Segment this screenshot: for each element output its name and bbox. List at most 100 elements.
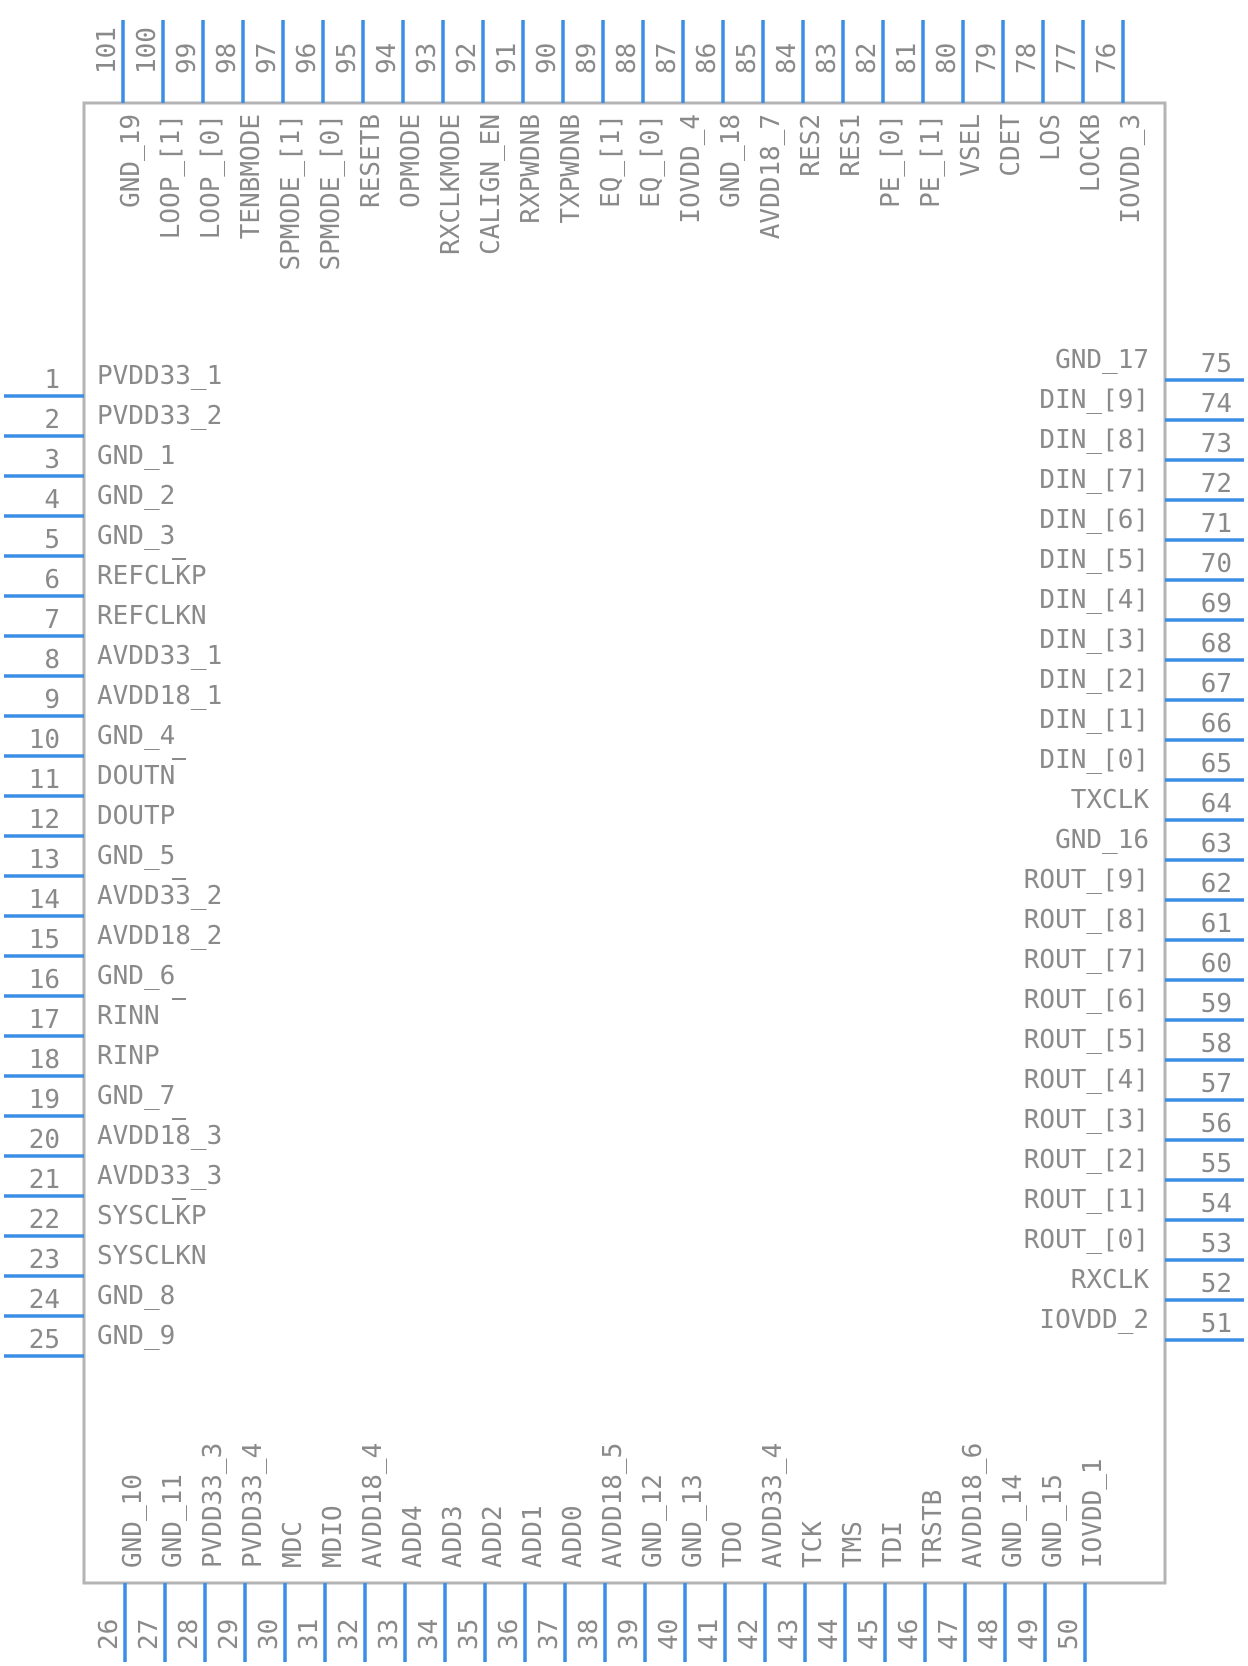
right-pin-group: 51 IOVDD_2 52 RXCLK 53 ROUT_[0] 54 ROUT_[1] 55 RO… <box>1024 345 1244 1342</box>
pin-label-din-1: DIN_[1] <box>1039 705 1149 735</box>
pin-label-avdd18-7: AVDD18_7 <box>756 114 786 239</box>
pin-label-gnd-17: GND_17 <box>1055 345 1149 375</box>
pin-13: 13 GND_5 <box>4 841 175 878</box>
pin-label-rout-6: ROUT_[6] <box>1024 985 1149 1015</box>
pin-label-tdi: TDI <box>878 1521 908 1568</box>
pin-number: 19 <box>29 1085 60 1115</box>
pin-label-tdo: TDO <box>718 1521 748 1568</box>
pin-number: 46 <box>894 1619 924 1650</box>
pin-number: 39 <box>614 1619 644 1650</box>
pin-18: 18 RINP <box>4 1041 160 1078</box>
pin-number: 62 <box>1201 869 1232 899</box>
pin-59: 59 ROUT_[6] <box>1024 985 1244 1022</box>
pin-89: 89 EQ_[1] <box>572 20 626 208</box>
pin-label-tenbmode: TENBMODE <box>236 114 266 239</box>
pin-81: 81 PE_[1] <box>892 20 946 208</box>
pin-number: 78 <box>1012 43 1042 74</box>
pin-number: 101 <box>92 27 122 74</box>
pin-label-add3: ADD3 <box>438 1505 468 1568</box>
pin-label-pvdd33-2: PVDD33_2 <box>97 401 222 431</box>
pin-label-din-2: DIN_[2] <box>1039 665 1149 695</box>
pin-number: 30 <box>254 1619 284 1650</box>
pin-number: 10 <box>29 725 60 755</box>
pin-27: 27 GND_11 <box>134 1474 188 1662</box>
pin-label-mdio: MDIO <box>318 1505 348 1568</box>
pin-label-loop-1: LOOP_[1] <box>156 114 186 239</box>
pin-38: 38 AVDD18_5 <box>574 1443 628 1662</box>
pin-number: 54 <box>1201 1189 1232 1219</box>
pin-label-lockb: LOCKB <box>1076 114 1106 192</box>
pin-label-add4: ADD4 <box>398 1505 428 1568</box>
pin-number: 38 <box>574 1619 604 1650</box>
pin-number: 86 <box>692 43 722 74</box>
pin-label-iovdd-2: IOVDD_2 <box>1039 1305 1149 1335</box>
pin-42: 42 AVDD33_4 <box>734 1443 788 1662</box>
pin-53: 53 ROUT_[0] <box>1024 1225 1244 1262</box>
pin-number: 74 <box>1201 389 1232 419</box>
pin-label-gnd-9: GND_9 <box>97 1321 175 1351</box>
pin-label-rinn: RINN <box>97 1001 160 1031</box>
pin-number: 87 <box>652 43 682 74</box>
pin-label-res1: RES1 <box>836 114 866 177</box>
pin-90: 90 TXPWDNB <box>532 20 586 224</box>
pin-number: 83 <box>812 43 842 74</box>
pin-number: 88 <box>612 43 642 74</box>
pin-number: 22 <box>29 1205 60 1235</box>
pin-label-rout-7: ROUT_[7] <box>1024 945 1149 975</box>
pin-label-gnd-14: GND_14 <box>998 1474 1028 1568</box>
pin-57: 57 ROUT_[4] <box>1024 1065 1244 1102</box>
pin-93: 93 RXCLKMODE <box>412 20 466 255</box>
pin-label-iovdd-3: IOVDD_3 <box>1116 114 1146 224</box>
pin-label-gnd-13: GND_13 <box>678 1474 708 1568</box>
left-pin-group: 1 PVDD33_1 2 PVDD33_2 3 GND_1 4 GND_2 5 GND_3 6 REF… <box>4 361 222 1358</box>
pin-label-pvdd33-3: PVDD33_3 <box>198 1443 228 1568</box>
pin-62: 62 ROUT_[9] <box>1024 865 1244 902</box>
pin-label-opmode: OPMODE <box>396 114 426 208</box>
pin-29: 29 PVDD33_4 <box>214 1443 268 1662</box>
pin-label-txclk: TXCLK <box>1071 785 1150 815</box>
pin-label-loop-0: LOOP_[0] <box>196 114 226 239</box>
pin-label-refclkp: REFCLKP <box>97 561 207 591</box>
pin-number: 40 <box>654 1619 684 1650</box>
pin-number: 80 <box>932 43 962 74</box>
pin-label-tck: TCK <box>798 1521 828 1568</box>
pin-label-add2: ADD2 <box>478 1505 508 1568</box>
pin-37: 37 ADD0 <box>534 1505 588 1662</box>
pin-17: 17 RINN <box>4 998 186 1038</box>
pin-label-avdd18-1: AVDD18_1 <box>97 681 222 711</box>
pin-number: 8 <box>44 645 60 675</box>
pin-number: 17 <box>29 1005 60 1035</box>
pin-number: 56 <box>1201 1109 1232 1139</box>
pin-83: 83 RES1 <box>812 20 866 177</box>
pin-label-vsel: VSEL <box>956 114 986 177</box>
pin-label-gnd-2: GND_2 <box>97 481 175 511</box>
component-body <box>82 101 1167 1585</box>
pin-label-gnd-10: GND_10 <box>118 1474 148 1568</box>
pin-label-cdet: CDET <box>996 114 1026 177</box>
pin-number: 64 <box>1201 789 1232 819</box>
pin-number: 59 <box>1201 989 1232 1019</box>
pin-label-mdc: MDC <box>278 1521 308 1568</box>
pin-number: 55 <box>1201 1149 1232 1179</box>
pin-64: 64 TXCLK <box>1071 785 1244 822</box>
pin-label-avdd33-1: AVDD33_1 <box>97 641 222 671</box>
pin-number: 77 <box>1052 43 1082 74</box>
pin-number: 11 <box>29 765 60 795</box>
pin-76: 76 IOVDD_3 <box>1092 20 1146 224</box>
pin-label-gnd-8: GND_8 <box>97 1281 175 1311</box>
pin-label-rout-3: ROUT_[3] <box>1024 1105 1149 1135</box>
pin-label-trstb: TRSTB <box>918 1490 948 1568</box>
pin-19: 19 GND_7 <box>4 1081 175 1118</box>
pin-label-add1: ADD1 <box>518 1505 548 1568</box>
pin-22: 22 SYSCLKP <box>4 1198 207 1238</box>
pin-24: 24 GND_8 <box>4 1281 175 1318</box>
pin-number: 21 <box>29 1165 60 1195</box>
pin-3: 3 GND_1 <box>4 441 175 478</box>
pin-label-din-0: DIN_[0] <box>1039 745 1149 775</box>
pin-label-rout-9: ROUT_[9] <box>1024 865 1149 895</box>
pin-6: 6 REFCLKP <box>4 558 207 598</box>
pin-40: 40 GND_13 <box>654 1474 708 1662</box>
pin-number: 42 <box>734 1619 764 1650</box>
pin-4: 4 GND_2 <box>4 481 175 518</box>
